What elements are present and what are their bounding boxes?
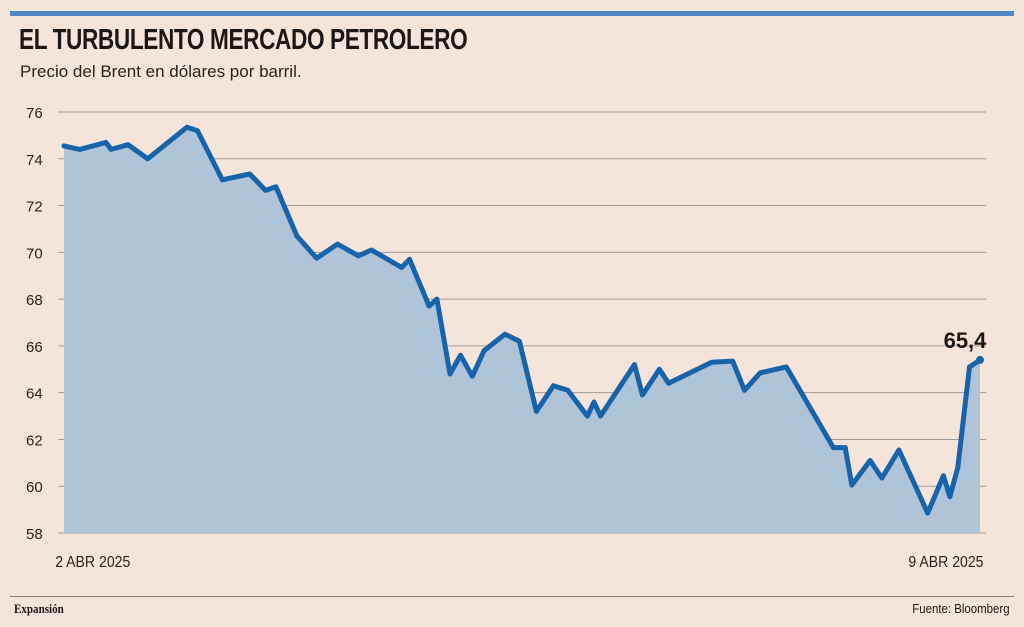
price-area-fill xyxy=(64,127,980,533)
y-tick-label: 62 xyxy=(26,432,43,449)
chart-title: EL TURBULENTO MERCADO PETROLERO xyxy=(19,24,468,56)
y-tick-label: 68 xyxy=(26,292,43,309)
price-line xyxy=(61,124,983,516)
source-note: Fuente: Bloomberg xyxy=(912,601,1010,616)
y-tick-label: 58 xyxy=(26,526,43,543)
y-tick-label: 66 xyxy=(26,339,43,356)
y-tick-label: 72 xyxy=(26,199,43,216)
last-value-label: 65,4 xyxy=(944,328,988,353)
x-tick-label: 2 ABR 2025 xyxy=(55,553,130,571)
last-value-marker xyxy=(976,355,984,364)
footer-divider xyxy=(10,596,1014,597)
y-tick-label: 74 xyxy=(26,152,43,169)
y-tick-label: 60 xyxy=(26,479,43,496)
y-tick-label: 76 xyxy=(26,105,43,122)
x-tick-label: 9 ABR 2025 xyxy=(908,553,983,571)
top-accent-bar xyxy=(10,11,1014,16)
chart-subtitle: Precio del Brent en dólares por barril. xyxy=(20,62,302,81)
brand-logo: Expansión xyxy=(14,601,64,616)
y-tick-label: 64 xyxy=(26,386,43,403)
y-tick-label: 70 xyxy=(26,245,43,262)
